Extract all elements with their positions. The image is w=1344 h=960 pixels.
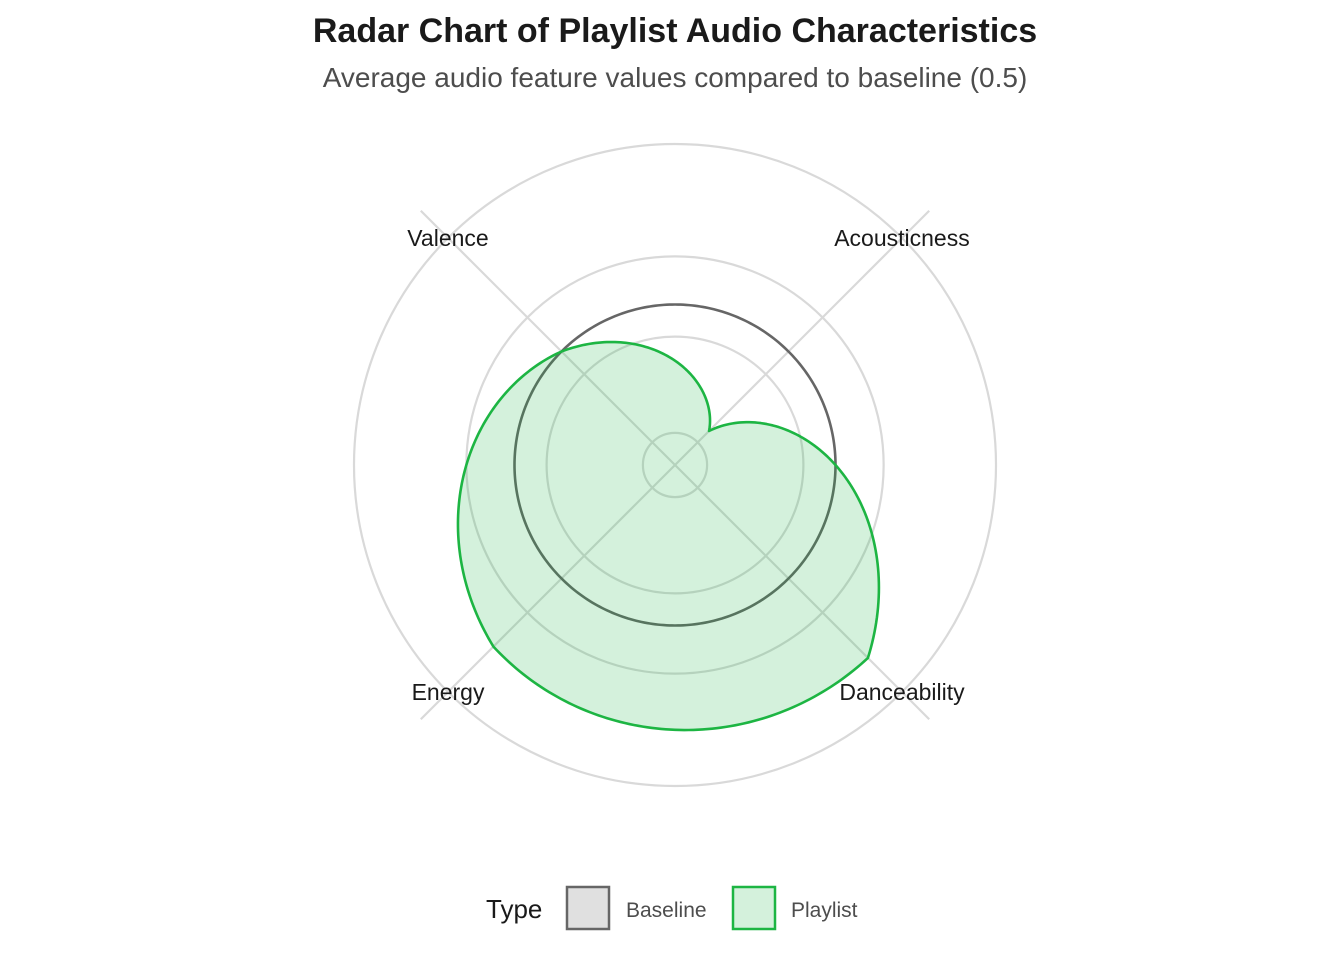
radar-grid — [352, 142, 998, 788]
chart-title: Radar Chart of Playlist Audio Characteri… — [313, 12, 1037, 50]
legend-key-baseline — [565, 885, 611, 931]
legend-title: Type — [486, 894, 542, 924]
axis-label-valence: Valence — [407, 225, 488, 251]
series-baseline — [513, 303, 837, 627]
spoke-acousticness — [674, 210, 930, 466]
axis-label-energy: Energy — [412, 679, 485, 705]
radar-spokes — [420, 210, 930, 720]
series-layer — [456, 303, 881, 732]
axis-label-acousticness: Acousticness — [834, 225, 970, 251]
spoke-valence — [420, 210, 676, 466]
series-playlist — [456, 340, 881, 732]
axis-label-danceability: Danceability — [839, 679, 965, 705]
spoke-danceability — [674, 464, 930, 720]
axis-labels: Acousticness Danceability Energy Valence — [407, 225, 969, 705]
grid-circle-4 — [352, 142, 998, 788]
spoke-energy — [420, 464, 676, 720]
chart-subtitle: Average audio feature values compared to… — [323, 62, 1028, 93]
grid-circle-2 — [545, 335, 805, 595]
legend-label-playlist: Playlist — [791, 899, 858, 922]
legend: Type Baseline Playlist — [486, 885, 858, 931]
legend-label-baseline: Baseline — [626, 899, 707, 922]
legend-key-playlist — [731, 885, 777, 931]
grid-circle-1 — [641, 431, 709, 499]
